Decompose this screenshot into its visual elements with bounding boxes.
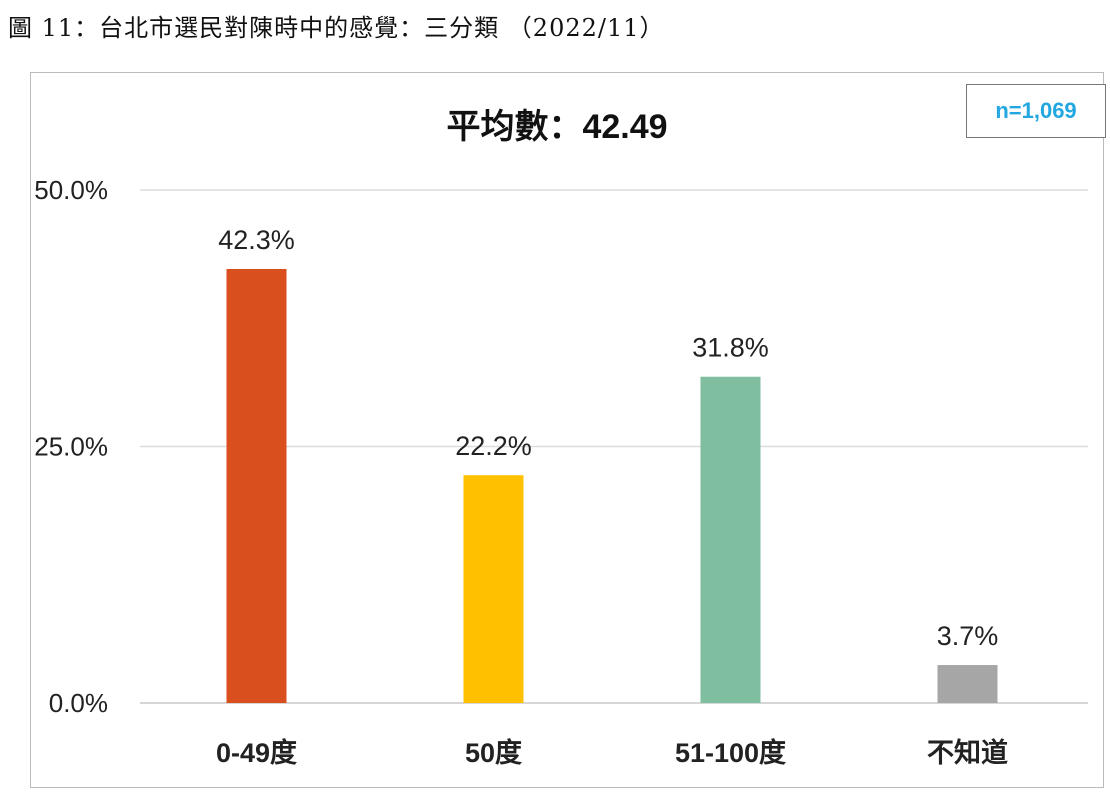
chart-frame bbox=[30, 72, 1104, 788]
bar bbox=[700, 376, 761, 703]
x-tick-label: 不知道 bbox=[927, 737, 1008, 768]
data-label: 42.3% bbox=[218, 225, 295, 255]
x-tick-label: 50度 bbox=[465, 737, 522, 768]
x-tick-label: 0-49度 bbox=[216, 737, 297, 768]
figure-title: 圖 11：台北市選民對陳時中的感覺：三分類 （2022/11） bbox=[8, 14, 665, 42]
y-tick-label: 50.0% bbox=[34, 175, 108, 205]
y-tick-label: 0.0% bbox=[49, 688, 108, 718]
bar bbox=[463, 475, 524, 703]
sample-size-badge: n=1,069 bbox=[966, 84, 1106, 138]
x-tick-label: 51-100度 bbox=[675, 737, 786, 768]
data-label: 3.7% bbox=[937, 621, 999, 651]
bar bbox=[226, 269, 287, 703]
bar bbox=[937, 665, 998, 703]
data-label: 31.8% bbox=[692, 333, 769, 363]
y-tick-label: 25.0% bbox=[34, 432, 108, 462]
data-label: 22.2% bbox=[455, 431, 532, 461]
chart-title: 平均數：42.49 bbox=[446, 108, 667, 146]
